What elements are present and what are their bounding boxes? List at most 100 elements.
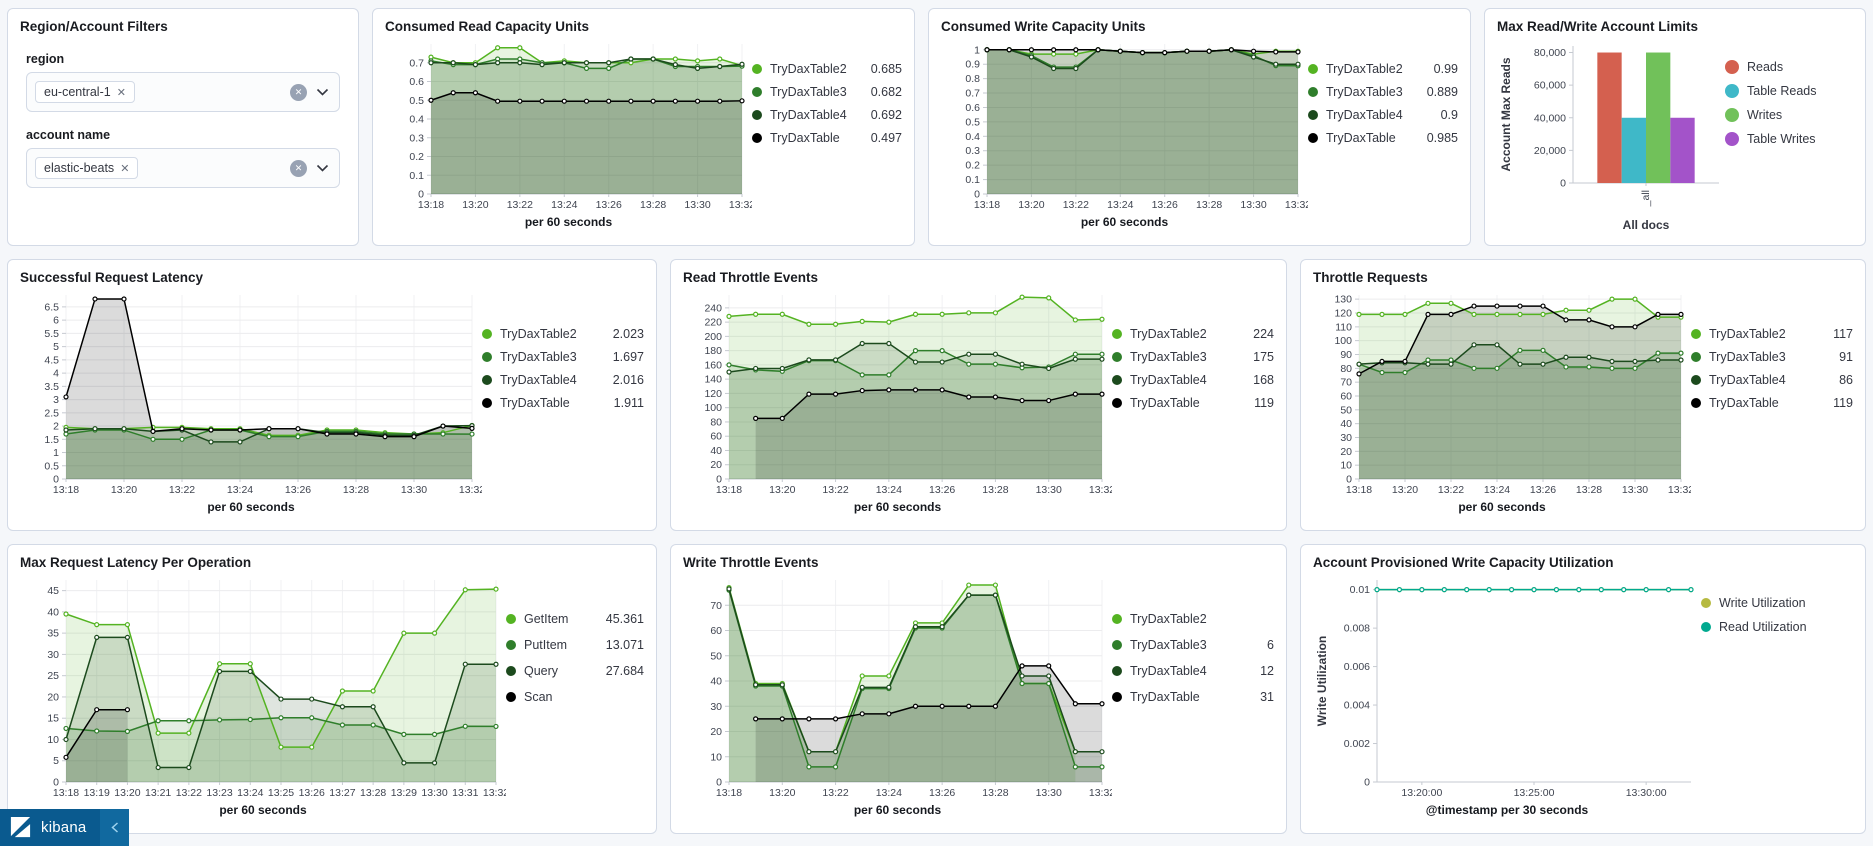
svg-text:13:22: 13:22 bbox=[176, 787, 202, 799]
legend-item[interactable]: TryDaxTable2 0.685 bbox=[752, 62, 902, 76]
svg-text:0.2: 0.2 bbox=[965, 160, 980, 172]
legend-item[interactable]: TryDaxTable 0.985 bbox=[1308, 131, 1458, 145]
collapse-nav-button[interactable] bbox=[100, 809, 130, 846]
remove-pill-icon[interactable]: ✕ bbox=[116, 86, 126, 99]
legend-dot bbox=[1112, 640, 1122, 650]
legend-dot bbox=[482, 329, 492, 339]
legend-label: TryDaxTable bbox=[500, 396, 570, 410]
legend-item[interactable]: TryDaxTable2 224 bbox=[1112, 327, 1274, 341]
svg-text:13:26: 13:26 bbox=[1530, 484, 1556, 496]
chart-canvas: 0 0.5 1 1.5 2 2.5 3 3.5 4 4.5 5 5.5 6 6.5 13:18 13:20 13… bbox=[20, 287, 482, 497]
legend-item[interactable]: Table Reads bbox=[1725, 84, 1853, 98]
legend-item[interactable]: TryDaxTable4 2.016 bbox=[482, 373, 644, 387]
legend-item[interactable]: PutItem 13.071 bbox=[506, 638, 644, 652]
legend-item[interactable]: TryDaxTable4 86 bbox=[1691, 373, 1853, 387]
legend-item[interactable]: TryDaxTable4 0.9 bbox=[1308, 108, 1458, 122]
svg-text:0.4: 0.4 bbox=[965, 131, 980, 143]
region-combobox[interactable]: eu-central-1 ✕ ✕ bbox=[26, 72, 340, 112]
legend-item[interactable]: TryDaxTable 0.497 bbox=[752, 131, 902, 145]
svg-text:13:30: 13:30 bbox=[401, 484, 427, 496]
legend-item[interactable]: TryDaxTable3 1.697 bbox=[482, 350, 644, 364]
legend-item[interactable]: TryDaxTable 119 bbox=[1691, 396, 1853, 410]
legend-value: 31 bbox=[1260, 690, 1274, 704]
svg-text:30: 30 bbox=[710, 701, 722, 713]
svg-text:100: 100 bbox=[1334, 335, 1352, 347]
svg-text:120: 120 bbox=[1334, 307, 1352, 319]
svg-text:20: 20 bbox=[710, 459, 722, 471]
panel-title: Max Request Latency Per Operation bbox=[20, 555, 252, 570]
legend-value: 0.889 bbox=[1426, 85, 1458, 99]
legend-item[interactable]: TryDaxTable3 0.682 bbox=[752, 85, 902, 99]
clear-selection-icon[interactable]: ✕ bbox=[290, 83, 307, 101]
svg-text:13:22: 13:22 bbox=[822, 787, 848, 799]
svg-text:Account Max Reads: Account Max Reads bbox=[1499, 57, 1513, 171]
svg-text:0.6: 0.6 bbox=[409, 76, 424, 88]
svg-text:13:20: 13:20 bbox=[1018, 199, 1044, 211]
legend-item[interactable]: Table Writes bbox=[1725, 132, 1853, 146]
legend-item[interactable]: TryDaxTable4 0.692 bbox=[752, 108, 902, 122]
svg-text:70: 70 bbox=[710, 600, 722, 612]
svg-text:13:30: 13:30 bbox=[684, 199, 710, 211]
svg-text:0.9: 0.9 bbox=[965, 59, 980, 71]
legend-item[interactable]: Scan bbox=[506, 690, 644, 704]
legend-label: TryDaxTable2 bbox=[1130, 327, 1207, 341]
legend-item[interactable]: TryDaxTable 31 bbox=[1112, 690, 1274, 704]
legend-label: TryDaxTable3 bbox=[500, 350, 577, 364]
legend-item[interactable]: TryDaxTable3 6 bbox=[1112, 638, 1274, 652]
legend-item[interactable]: GetItem 45.361 bbox=[506, 612, 644, 626]
legend-item[interactable]: Read Utilization bbox=[1701, 620, 1853, 634]
legend-label: TryDaxTable bbox=[1130, 396, 1200, 410]
region-selected-pill[interactable]: eu-central-1 ✕ bbox=[35, 81, 135, 103]
svg-text:0: 0 bbox=[1364, 777, 1370, 789]
svg-text:10: 10 bbox=[47, 734, 59, 746]
kibana-brand[interactable]: kibana bbox=[0, 809, 101, 846]
legend-item[interactable]: TryDaxTable2 117 bbox=[1691, 327, 1853, 341]
legend-value: 2.023 bbox=[612, 327, 644, 341]
legend-label: Writes bbox=[1747, 108, 1783, 122]
legend-label: TryDaxTable3 bbox=[1130, 350, 1207, 364]
legend-item[interactable]: TryDaxTable3 175 bbox=[1112, 350, 1274, 364]
legend-item[interactable]: Write Utilization bbox=[1701, 596, 1853, 610]
svg-text:13:18: 13:18 bbox=[974, 199, 1000, 211]
svg-text:13:20:00: 13:20:00 bbox=[1401, 787, 1442, 799]
legend-item[interactable]: TryDaxTable2 2.023 bbox=[482, 327, 644, 341]
legend-label: TryDaxTable4 bbox=[1130, 664, 1207, 678]
legend-item[interactable]: TryDaxTable2 bbox=[1112, 612, 1274, 626]
legend-dot bbox=[1308, 110, 1318, 120]
legend-item[interactable]: TryDaxTable4 12 bbox=[1112, 664, 1274, 678]
kibana-nav-footer[interactable]: kibana bbox=[0, 809, 130, 846]
legend-item[interactable]: Writes bbox=[1725, 108, 1853, 122]
chevron-down-icon[interactable] bbox=[316, 164, 329, 173]
legend-item[interactable]: TryDaxTable 119 bbox=[1112, 396, 1274, 410]
panel-title: Max Read/Write Account Limits bbox=[1497, 19, 1699, 34]
svg-text:13:20: 13:20 bbox=[111, 484, 137, 496]
svg-text:2.5: 2.5 bbox=[44, 407, 59, 419]
legend-item[interactable]: Query 27.684 bbox=[506, 664, 644, 678]
svg-text:13:26: 13:26 bbox=[929, 787, 955, 799]
legend-dot bbox=[752, 87, 762, 97]
legend-item[interactable]: Reads bbox=[1725, 60, 1853, 74]
account-combobox[interactable]: elastic-beats ✕ ✕ bbox=[26, 148, 340, 188]
legend-value: 0.99 bbox=[1433, 62, 1458, 76]
svg-text:13:19: 13:19 bbox=[84, 787, 110, 799]
legend-dot bbox=[1701, 622, 1711, 632]
svg-text:13:30: 13:30 bbox=[1240, 199, 1266, 211]
svg-text:13:22: 13:22 bbox=[822, 484, 848, 496]
clear-selection-icon[interactable]: ✕ bbox=[290, 159, 307, 177]
panel-successful-request-latency: Successful Request Latency 0 0.5 1 1.5 2 2.5 3… bbox=[7, 259, 657, 531]
chart-legend: Reads Table Reads Writes Table Writes bbox=[1725, 36, 1853, 235]
legend-dot bbox=[1308, 64, 1318, 74]
svg-text:110: 110 bbox=[1335, 321, 1352, 333]
legend-label: TryDaxTable2 bbox=[770, 62, 847, 76]
svg-text:13:20: 13:20 bbox=[114, 787, 140, 799]
svg-text:13:24: 13:24 bbox=[237, 787, 263, 799]
legend-item[interactable]: TryDaxTable4 168 bbox=[1112, 373, 1274, 387]
legend-item[interactable]: TryDaxTable3 0.889 bbox=[1308, 85, 1458, 99]
legend-item[interactable]: TryDaxTable 1.911 bbox=[482, 396, 644, 410]
chevron-down-icon[interactable] bbox=[316, 88, 329, 97]
legend-item[interactable]: TryDaxTable3 91 bbox=[1691, 350, 1853, 364]
legend-dot bbox=[482, 375, 492, 385]
account-selected-pill[interactable]: elastic-beats ✕ bbox=[35, 157, 139, 179]
legend-item[interactable]: TryDaxTable2 0.99 bbox=[1308, 62, 1458, 76]
remove-pill-icon[interactable]: ✕ bbox=[120, 162, 130, 175]
